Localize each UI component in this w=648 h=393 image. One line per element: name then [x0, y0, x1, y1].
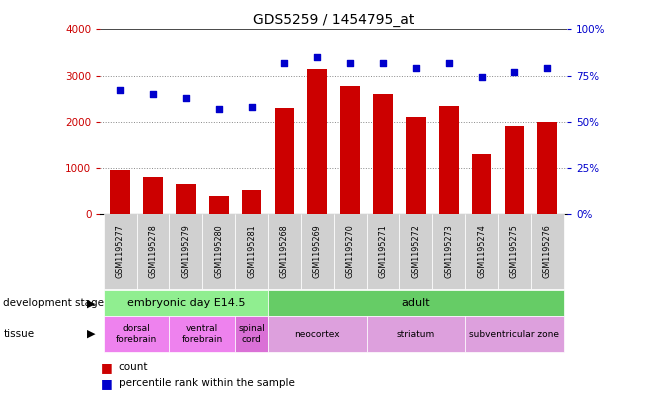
Point — [476, 74, 487, 81]
Text: ▶: ▶ — [87, 298, 95, 308]
Text: ■: ■ — [100, 376, 112, 390]
Bar — [176, 184, 196, 214]
Point — [115, 87, 125, 94]
Text: GSM1195272: GSM1195272 — [411, 224, 421, 279]
Text: GSM1195275: GSM1195275 — [510, 224, 519, 279]
Point — [246, 104, 257, 110]
Text: GSM1195273: GSM1195273 — [445, 225, 453, 278]
Text: embryonic day E14.5: embryonic day E14.5 — [126, 298, 245, 308]
Point — [312, 54, 323, 60]
Point — [509, 69, 520, 75]
Text: adult: adult — [402, 298, 430, 308]
Point — [279, 60, 290, 66]
Bar — [439, 106, 459, 214]
Text: GSM1195276: GSM1195276 — [543, 225, 552, 278]
Bar — [537, 122, 557, 214]
Text: percentile rank within the sample: percentile rank within the sample — [119, 378, 294, 388]
Text: GSM1195279: GSM1195279 — [181, 224, 191, 279]
Bar — [209, 196, 229, 214]
Bar — [242, 190, 261, 214]
Bar — [275, 108, 294, 214]
Text: subventricular zone: subventricular zone — [469, 330, 559, 338]
Text: GSM1195271: GSM1195271 — [378, 225, 388, 278]
Text: count: count — [119, 362, 148, 373]
Bar — [406, 117, 426, 214]
Text: spinal
cord: spinal cord — [238, 324, 265, 344]
Text: GSM1195274: GSM1195274 — [477, 225, 486, 278]
Text: GSM1195281: GSM1195281 — [247, 225, 256, 278]
Bar — [505, 127, 524, 214]
Text: GSM1195270: GSM1195270 — [345, 225, 354, 278]
Point — [345, 60, 355, 66]
Text: dorsal
forebrain: dorsal forebrain — [116, 324, 157, 344]
Bar — [472, 154, 491, 214]
Bar — [110, 170, 130, 214]
Point — [148, 91, 158, 97]
Text: ■: ■ — [100, 361, 112, 374]
Point — [181, 95, 191, 101]
Bar — [373, 94, 393, 214]
Point — [378, 60, 388, 66]
Text: tissue: tissue — [3, 329, 34, 339]
Text: development stage: development stage — [3, 298, 104, 308]
Text: ventral
forebrain: ventral forebrain — [181, 324, 223, 344]
Text: ▶: ▶ — [87, 329, 95, 339]
Title: GDS5259 / 1454795_at: GDS5259 / 1454795_at — [253, 13, 415, 27]
Text: GSM1195280: GSM1195280 — [214, 225, 223, 278]
Point — [443, 60, 454, 66]
Bar — [307, 69, 327, 214]
Bar — [143, 177, 163, 214]
Text: GSM1195268: GSM1195268 — [280, 225, 289, 278]
Bar — [340, 86, 360, 214]
Point — [214, 106, 224, 112]
Text: GSM1195269: GSM1195269 — [313, 225, 322, 278]
Point — [542, 65, 553, 72]
Text: striatum: striatum — [397, 330, 435, 338]
Text: neocortex: neocortex — [294, 330, 340, 338]
Text: GSM1195277: GSM1195277 — [115, 224, 124, 279]
Point — [411, 65, 421, 72]
Text: GSM1195278: GSM1195278 — [148, 225, 157, 278]
